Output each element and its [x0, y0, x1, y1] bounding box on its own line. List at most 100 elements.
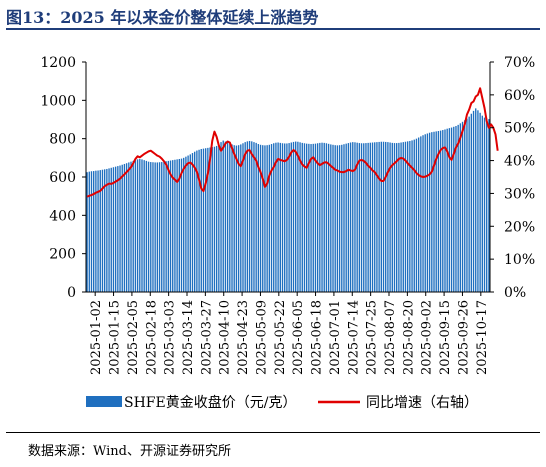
price-bar — [145, 160, 148, 292]
price-bar — [461, 121, 464, 292]
price-bar — [303, 143, 306, 292]
x-tick-label: 2025-03-27 — [199, 300, 214, 375]
price-bar — [213, 146, 216, 292]
price-bar — [202, 148, 205, 292]
right-tick-label: 0% — [504, 285, 526, 301]
price-bar — [488, 119, 490, 292]
price-bar — [141, 159, 143, 292]
price-bar — [101, 169, 104, 292]
price-bar — [257, 144, 260, 292]
price-bar — [196, 150, 198, 292]
price-bar — [382, 141, 385, 292]
price-bar — [327, 143, 330, 292]
price-bar — [336, 145, 339, 292]
x-tick-label: 2025-05-22 — [273, 300, 288, 375]
price-bar — [292, 141, 295, 292]
price-bar — [134, 160, 137, 292]
price-bar — [158, 162, 161, 292]
price-bar — [297, 141, 299, 292]
title-divider — [6, 28, 540, 30]
price-bar — [369, 142, 372, 292]
price-bar — [406, 141, 409, 292]
price-bar — [422, 135, 424, 292]
price-bar — [121, 164, 123, 292]
price-bar — [248, 140, 251, 292]
price-bar — [457, 124, 459, 292]
price-bar — [207, 147, 209, 292]
right-tick-label: 50% — [504, 121, 535, 137]
x-tick-label: 2025-04-23 — [236, 300, 251, 375]
left-axis-ticks: 0 200 400 600 800 1000 1200 — [40, 55, 86, 301]
x-tick-label: 2025-09-26 — [456, 300, 471, 375]
price-bar — [409, 140, 411, 292]
price-bar — [218, 144, 220, 292]
price-bar — [279, 142, 281, 292]
price-bar — [310, 144, 312, 292]
left-tick-label: 600 — [49, 170, 76, 186]
price-bar — [262, 145, 264, 292]
price-bar — [246, 141, 249, 292]
price-bar — [417, 137, 420, 292]
price-bar — [472, 110, 475, 292]
price-bar — [290, 142, 292, 292]
bar-series — [86, 108, 490, 293]
price-bar — [183, 157, 185, 292]
price-bar — [400, 142, 402, 292]
x-tick-label: 2025-07-14 — [346, 300, 361, 375]
price-bar — [200, 149, 202, 292]
right-tick-label: 10% — [504, 252, 535, 268]
x-tick-label: 2025-09-15 — [438, 300, 453, 375]
price-bar — [376, 142, 378, 292]
price-bar — [128, 162, 130, 292]
price-bar — [374, 142, 376, 292]
price-bar — [112, 167, 115, 292]
price-bar — [165, 161, 167, 292]
price-bar — [189, 154, 191, 292]
price-bar — [404, 141, 407, 292]
price-bar — [106, 168, 108, 292]
price-bar — [110, 167, 112, 292]
price-bar — [268, 144, 271, 292]
price-bar — [187, 155, 189, 292]
price-bar — [172, 160, 174, 292]
price-bar — [270, 144, 273, 292]
price-bar — [453, 126, 455, 293]
price-bar — [305, 143, 308, 292]
price-bar — [319, 142, 321, 292]
x-tick-label: 2025-06-18 — [310, 300, 325, 375]
price-bar — [281, 143, 284, 292]
price-bar — [402, 142, 404, 292]
price-bar — [99, 170, 101, 292]
price-bar — [470, 113, 473, 292]
price-bar — [114, 166, 117, 292]
price-bar — [450, 127, 453, 292]
price-bar — [439, 130, 442, 292]
price-bar — [308, 143, 310, 292]
price-bar — [295, 141, 297, 292]
x-tick-label: 2025-03-14 — [181, 300, 196, 375]
price-bar — [437, 131, 440, 292]
price-bar — [103, 169, 106, 292]
price-bar — [347, 143, 350, 292]
price-bar — [180, 158, 183, 292]
price-bar — [314, 143, 317, 292]
legend-bar-label: SHFE黄金收盘价（元/克） — [124, 394, 296, 411]
price-bar — [136, 159, 139, 292]
price-bar — [242, 143, 244, 292]
price-bar — [288, 143, 290, 292]
chart: 0 200 400 600 800 1000 1200 0% 10% 20% 30% 40% 50% 6… — [40, 55, 535, 411]
price-bar — [325, 143, 328, 292]
price-bar — [312, 143, 314, 292]
price-bar — [330, 144, 332, 292]
price-bar — [176, 159, 178, 292]
price-bar — [90, 171, 93, 292]
price-bar — [174, 159, 176, 292]
price-bar — [156, 162, 159, 292]
price-bar — [442, 130, 444, 292]
x-tick-label: 2025-01-15 — [108, 300, 123, 375]
legend-bar-swatch — [86, 396, 122, 407]
price-bar — [396, 143, 398, 292]
legend-line-label: 同比增速（右轴） — [366, 395, 478, 411]
x-tick-label: 2025-07-25 — [365, 300, 380, 375]
price-bar — [178, 158, 180, 292]
